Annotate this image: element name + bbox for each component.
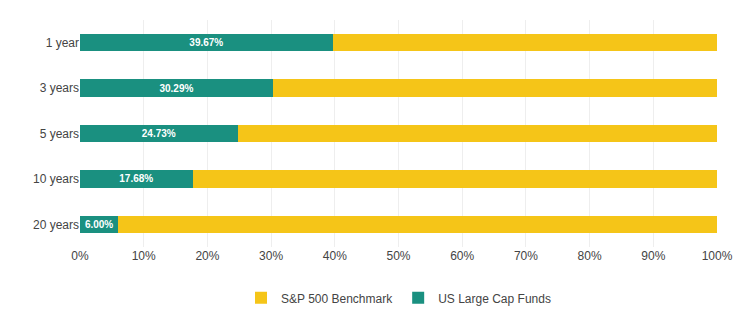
svg-text:5 years: 5 years	[40, 127, 79, 141]
svg-text:30%: 30%	[259, 249, 283, 263]
svg-text:39.67%: 39.67%	[189, 37, 223, 48]
svg-text:10 years: 10 years	[33, 172, 79, 186]
svg-text:17.68%: 17.68%	[119, 173, 153, 184]
svg-text:20 years: 20 years	[33, 218, 79, 232]
svg-text:0%: 0%	[71, 249, 89, 263]
svg-text:S&P 500 Benchmark: S&P 500 Benchmark	[281, 292, 393, 306]
svg-text:20%: 20%	[195, 249, 219, 263]
svg-text:70%: 70%	[514, 249, 538, 263]
svg-text:3 years: 3 years	[40, 81, 79, 95]
svg-text:100%: 100%	[702, 249, 733, 263]
svg-text:90%: 90%	[641, 249, 665, 263]
svg-text:1 year: 1 year	[46, 36, 79, 50]
svg-text:50%: 50%	[386, 249, 410, 263]
svg-text:30.29%: 30.29%	[159, 83, 193, 94]
svg-text:10%: 10%	[132, 249, 156, 263]
svg-text:40%: 40%	[323, 249, 347, 263]
svg-text:6.00%: 6.00%	[85, 219, 113, 230]
svg-text:60%: 60%	[450, 249, 474, 263]
svg-text:80%: 80%	[578, 249, 602, 263]
svg-text:24.73%: 24.73%	[142, 128, 176, 139]
svg-text:US Large Cap Funds: US Large Cap Funds	[438, 292, 551, 306]
